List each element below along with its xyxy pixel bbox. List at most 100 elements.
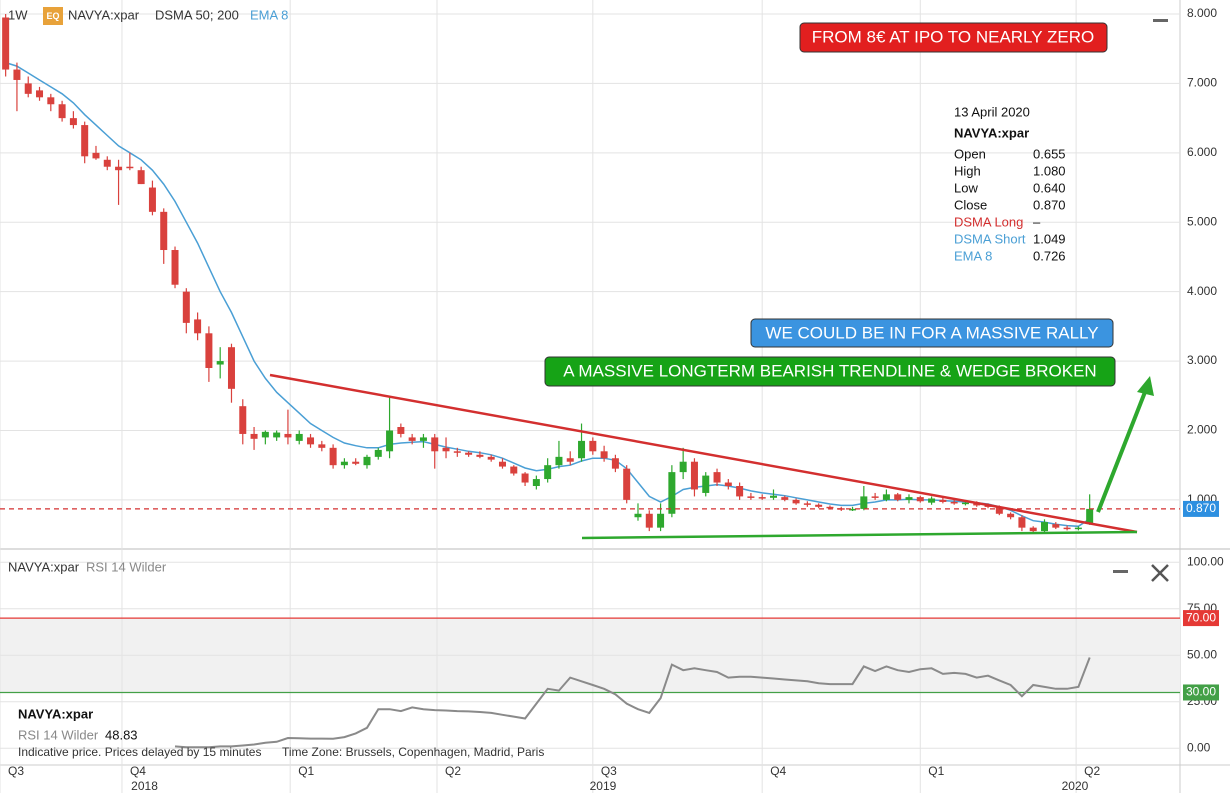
year-label: 2018 bbox=[131, 779, 158, 793]
candle-body bbox=[397, 427, 405, 434]
x-tick-label: Q3 bbox=[601, 764, 617, 778]
candle-body bbox=[611, 458, 619, 469]
candle-body bbox=[1018, 517, 1026, 528]
candle-body bbox=[476, 454, 484, 457]
candle-body bbox=[239, 406, 247, 434]
candle-body bbox=[419, 437, 427, 441]
year-label: 2020 bbox=[1062, 779, 1089, 793]
candle-body bbox=[1029, 527, 1037, 532]
candle-body bbox=[250, 433, 258, 439]
candle-body bbox=[171, 250, 179, 285]
last-price-label: 0.870 bbox=[1186, 501, 1216, 515]
y-tick-label: 6.000 bbox=[1187, 145, 1217, 159]
footer-note: Indicative price. Prices delayed by 15 m… bbox=[18, 745, 261, 759]
annotation-layer: FROM 8€ AT IPO TO NEARLY ZERO WE COULD B… bbox=[269, 22, 1154, 540]
candle-body bbox=[273, 432, 281, 438]
candle-body bbox=[103, 159, 111, 167]
annotation-box bbox=[799, 22, 1108, 53]
candle-body bbox=[939, 499, 947, 502]
readout-symbol: NAVYA:xpar bbox=[954, 125, 1029, 140]
candle-body bbox=[137, 170, 145, 185]
x-tick-label: Q1 bbox=[928, 764, 944, 778]
candle-body bbox=[623, 468, 631, 500]
minimize-icon[interactable] bbox=[1113, 570, 1128, 573]
x-tick-label: Q2 bbox=[445, 764, 461, 778]
candle-body bbox=[160, 211, 168, 251]
candle-body bbox=[148, 187, 156, 212]
minimize-icon[interactable] bbox=[1153, 19, 1168, 22]
y-tick-label: 0.00 bbox=[1187, 740, 1211, 754]
readout-label: Low bbox=[954, 180, 978, 195]
readout: 13 April 2020 NAVYA:xpar Open 0.655 High… bbox=[954, 104, 1066, 263]
candle-body bbox=[227, 347, 235, 389]
candle-body bbox=[487, 456, 495, 460]
candle-body bbox=[115, 166, 123, 171]
candle-body bbox=[13, 69, 21, 80]
close-icon[interactable] bbox=[1151, 564, 1169, 582]
readout-label: DSMA Long bbox=[954, 214, 1023, 229]
overlay-symbol: NAVYA:xpar bbox=[18, 706, 93, 721]
candle-body bbox=[284, 433, 292, 438]
candle-body bbox=[736, 486, 744, 497]
y-tick-label: 8.000 bbox=[1187, 6, 1217, 20]
candle-body bbox=[261, 431, 269, 438]
candle-body bbox=[2, 17, 10, 70]
candle-body bbox=[431, 437, 439, 452]
candle-body bbox=[905, 497, 913, 500]
level-box bbox=[1183, 610, 1219, 627]
candle-body bbox=[205, 333, 213, 369]
candle-body bbox=[498, 461, 506, 467]
marks-layer: 0.870 70.00 30.00 bbox=[0, 14, 1219, 749]
candle-body bbox=[532, 479, 540, 487]
annotation-text: WE COULD BE IN FOR A MASSIVE RALLY bbox=[765, 323, 1098, 342]
candle-body bbox=[815, 504, 823, 507]
badge: EQ bbox=[46, 11, 59, 21]
overlay-value: 48.83 bbox=[105, 727, 138, 742]
rsi-line bbox=[174, 657, 1091, 749]
candle-body bbox=[950, 501, 958, 504]
interval[interactable]: 1W bbox=[8, 7, 28, 22]
candle-body bbox=[510, 466, 518, 474]
candle-body bbox=[826, 506, 834, 509]
panel-symbol: NAVYA:xpar bbox=[8, 559, 80, 574]
readout-label: Close bbox=[954, 197, 987, 212]
indicator[interactable]: DSMA 50; 200 bbox=[155, 7, 239, 22]
readout-value: 0.640 bbox=[1033, 180, 1066, 195]
readout-value: 1.049 bbox=[1033, 231, 1066, 246]
candle-body bbox=[81, 125, 89, 157]
y-tick-label: 7.000 bbox=[1187, 76, 1217, 90]
support-line bbox=[581, 530, 1138, 540]
candle-body bbox=[871, 496, 879, 498]
panel-indicator: RSI 14 Wilder bbox=[86, 559, 167, 574]
candle-body bbox=[340, 461, 348, 466]
candle-body bbox=[386, 430, 394, 452]
candle-body bbox=[916, 497, 924, 502]
indicator[interactable]: EMA 8 bbox=[250, 7, 288, 22]
candle-body bbox=[521, 473, 529, 483]
y-tick-label: 5.000 bbox=[1187, 214, 1217, 228]
rally-arrowhead bbox=[1137, 376, 1154, 396]
readout-label: EMA 8 bbox=[954, 248, 992, 263]
symbol[interactable]: NAVYA:xpar bbox=[68, 7, 140, 22]
candle-body bbox=[1007, 513, 1015, 518]
readout-value: 0.655 bbox=[1033, 146, 1066, 161]
candle-body bbox=[1086, 508, 1094, 524]
candle-body bbox=[442, 447, 450, 452]
candle-body bbox=[1074, 527, 1082, 530]
candle-body bbox=[363, 456, 371, 466]
readout-value: 0.726 bbox=[1033, 248, 1066, 263]
candle-body bbox=[849, 508, 857, 511]
readout-label: DSMA Short bbox=[954, 231, 1026, 246]
annotation-box bbox=[544, 356, 1116, 387]
candle-body bbox=[1052, 524, 1060, 528]
level-label: 30.00 bbox=[1186, 685, 1216, 699]
candle-body bbox=[58, 104, 66, 119]
readout-value: – bbox=[1033, 214, 1041, 229]
candle-body bbox=[600, 451, 608, 459]
y-tick-label: 100.00 bbox=[1187, 554, 1224, 568]
y-tick-label: 4.000 bbox=[1187, 284, 1217, 298]
candle-body bbox=[589, 440, 597, 452]
candle-body bbox=[995, 506, 1003, 514]
